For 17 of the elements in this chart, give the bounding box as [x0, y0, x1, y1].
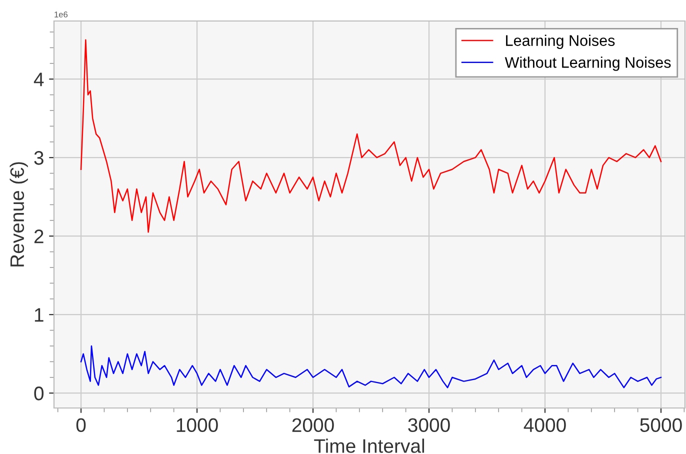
y-axis-title: Revenue (€)	[10, 162, 28, 266]
y-tick-label: 0	[34, 386, 44, 400]
y-tick-label: 2	[34, 230, 44, 244]
x-tick-label: 4000	[524, 418, 566, 432]
line-series	[80, 345, 662, 388]
text: 1e6	[54, 12, 68, 18]
y-tick-label: 3	[34, 151, 44, 165]
x-tick-label: 0	[76, 418, 86, 432]
x-axis-title: Time Interval	[314, 438, 424, 453]
x-tick-label: 5000	[640, 418, 682, 432]
y-tick-label: 1	[34, 308, 44, 322]
legend-label: Learning Noises	[506, 34, 615, 49]
y-tick-label: 4	[34, 72, 44, 86]
x-tick-label: 1000	[176, 418, 218, 432]
legend-label: Without Learning Noises	[504, 56, 671, 71]
x-tick-label: 3000	[408, 418, 450, 432]
x-tick-label: 2000	[292, 418, 334, 432]
